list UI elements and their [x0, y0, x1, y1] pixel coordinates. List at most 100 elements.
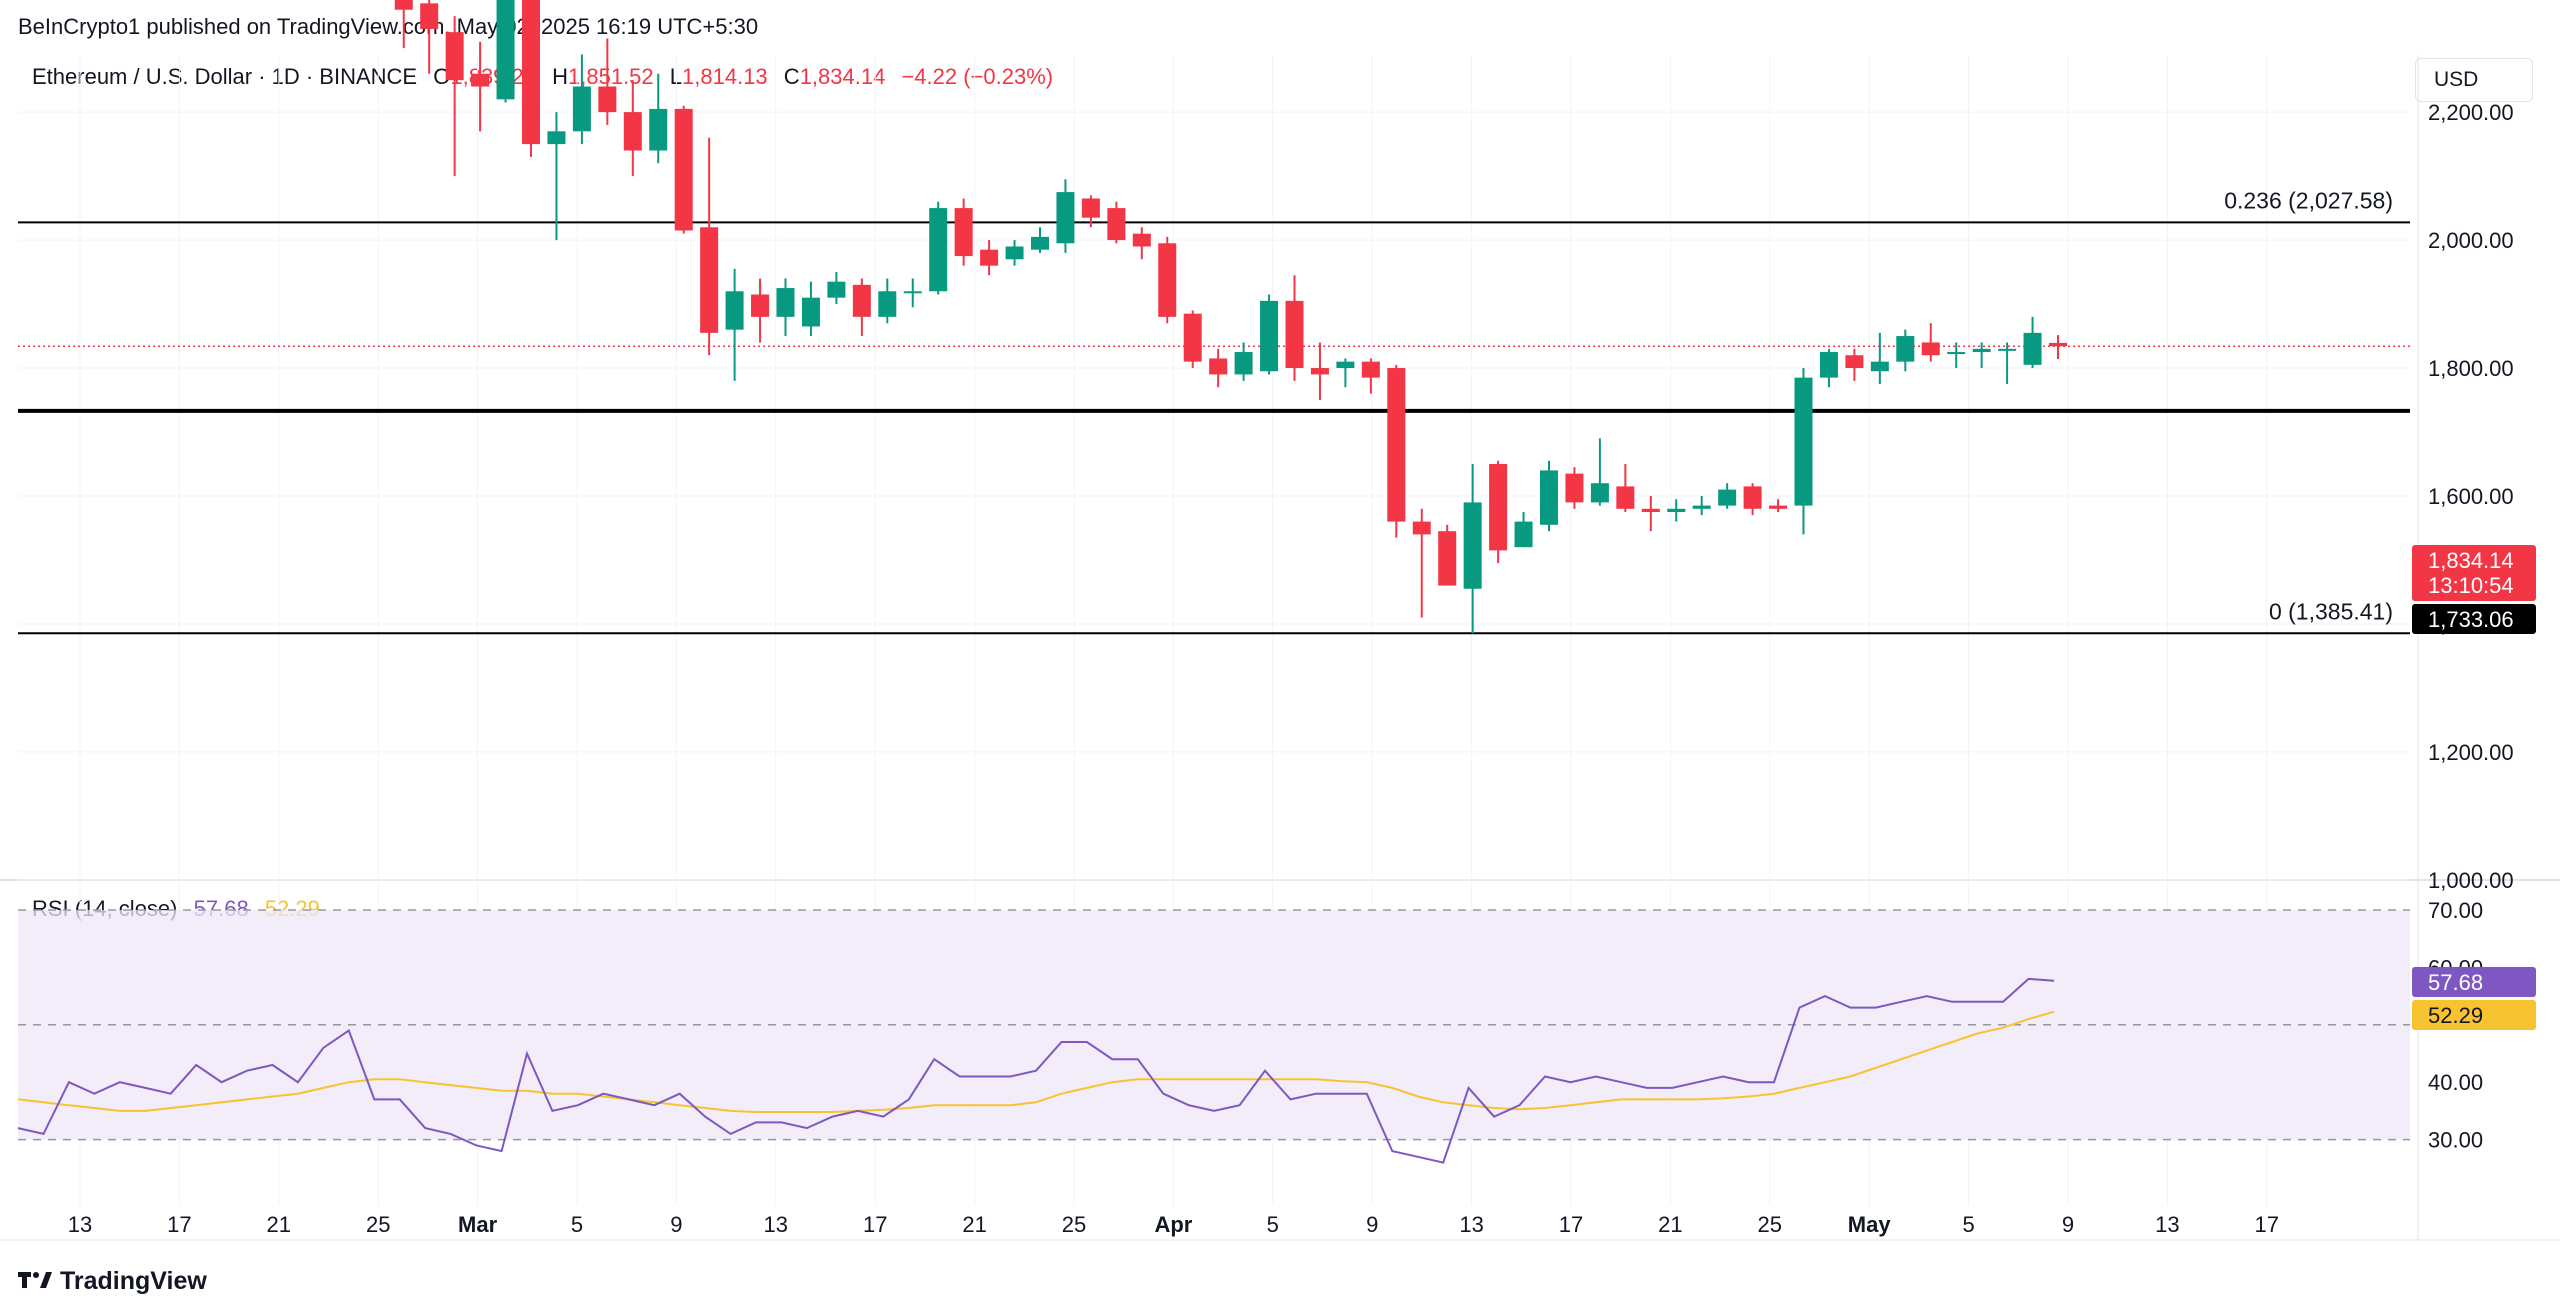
last-price-badge-value: 1,834.14: [2428, 548, 2514, 573]
rsi-value-badge-text: 57.68: [2428, 970, 2483, 995]
price-tick-label: 2,000.00: [2428, 228, 2514, 253]
time-tick-label: 25: [1062, 1212, 1086, 1237]
support-badge: [2412, 604, 2536, 634]
candle-body: [903, 291, 922, 294]
candle-body: [1005, 246, 1024, 260]
time-tick-label: 17: [1559, 1212, 1583, 1237]
candle-body: [1412, 521, 1431, 535]
time-tick-label: 25: [1758, 1212, 1782, 1237]
candle-body: [623, 112, 642, 151]
time-tick-label: 13: [2155, 1212, 2179, 1237]
candle-body: [1489, 464, 1508, 551]
candle-body: [954, 208, 973, 257]
time-tick-label: 25: [366, 1212, 390, 1237]
candle-body: [522, 0, 540, 145]
candle-body: [1998, 348, 2017, 351]
candle-body: [1209, 358, 1228, 375]
candle-body: [1794, 377, 1813, 506]
candle-body: [598, 86, 617, 113]
last-price-badge: [2412, 545, 2536, 601]
candle-body: [547, 131, 566, 145]
time-tick-label: 17: [2255, 1212, 2279, 1237]
rsi-tick-label: 30.00: [2428, 1128, 2483, 1153]
price-change: −4.22 (−0.23%): [901, 64, 1054, 89]
candle-body: [801, 297, 820, 327]
candle-body: [1081, 198, 1100, 218]
candle-body: [1667, 508, 1686, 512]
candle-body: [1616, 486, 1635, 509]
rsi-value-badge: [2412, 967, 2536, 997]
time-tick-label: 5: [1267, 1212, 1279, 1237]
time-tick-label: 9: [2062, 1212, 2074, 1237]
open-value: 1,839.28: [450, 64, 536, 89]
candle-body: [496, 0, 515, 100]
candle-body: [1743, 486, 1762, 509]
time-tick-label: Apr: [1154, 1212, 1192, 1237]
candle-body: [471, 73, 490, 87]
candle-body: [1947, 352, 1966, 355]
candle-body: [1260, 300, 1279, 372]
candle-body: [1972, 348, 1991, 353]
candle-body: [700, 227, 719, 333]
candle-body: [1514, 521, 1533, 548]
time-tick-label: 9: [670, 1212, 682, 1237]
candle-body: [1132, 233, 1151, 247]
publisher-line: BeInCrypto1 published on TradingView.com…: [18, 14, 759, 39]
candle-body: [1183, 313, 1202, 362]
candle-body: [725, 291, 744, 330]
candle-body: [1641, 508, 1660, 512]
candle-body: [1107, 208, 1126, 241]
low-value: 1,814.13: [682, 64, 768, 89]
time-tick-label: 5: [571, 1212, 583, 1237]
time-tick-label: 17: [863, 1212, 887, 1237]
candle-body: [394, 0, 413, 10]
time-tick-label: 21: [962, 1212, 986, 1237]
symbol-name[interactable]: Ethereum / U.S. Dollar · 1D · BINANCE: [32, 64, 418, 89]
time-tick-label: May: [1848, 1212, 1892, 1237]
rsi-tick-label: 70.00: [2428, 898, 2483, 923]
candle-body: [1718, 489, 1737, 506]
close-value: 1,834.14: [799, 64, 886, 89]
candle-body: [445, 32, 464, 81]
candle-body: [1234, 352, 1253, 375]
candle-body: [751, 294, 770, 317]
candle-body: [2049, 342, 2067, 347]
brand-name: TradingView: [60, 1267, 207, 1295]
time-tick-label: 9: [1366, 1212, 1378, 1237]
price-tick-label: 1,800.00: [2428, 356, 2514, 381]
price-tick-label: 1,600.00: [2428, 484, 2514, 509]
candle-body: [1565, 473, 1584, 503]
rsi-ma-badge-text: 52.29: [2428, 1003, 2483, 1028]
candle-body: [572, 86, 591, 132]
time-tick-label: 21: [1658, 1212, 1682, 1237]
rsi-tick-label: 40.00: [2428, 1070, 2483, 1095]
candle-body: [1361, 361, 1380, 378]
candle-body: [1438, 531, 1457, 586]
support-badge-value: 1,733.06: [2428, 607, 2514, 632]
candle-body: [1921, 342, 1940, 356]
candle-body: [1769, 505, 1788, 509]
candle-body: [649, 108, 668, 151]
candle-body: [929, 208, 948, 292]
currency-button[interactable]: USD: [2415, 58, 2533, 102]
candle-body: [1310, 368, 1329, 375]
high-label: H: [552, 64, 569, 89]
candle-body: [674, 108, 693, 231]
time-tick-label: 13: [764, 1212, 788, 1237]
time-tick-label: 21: [267, 1212, 291, 1237]
candle-body: [878, 291, 897, 317]
time-tick-label: 13: [68, 1212, 92, 1237]
candle-body: [1158, 243, 1177, 317]
candle-body: [1870, 361, 1889, 372]
fib-level-label: 0.236 (2,027.58): [2224, 187, 2393, 213]
candle-body: [1336, 361, 1355, 369]
candle-body: [827, 281, 846, 298]
rsi-ma-line: [17, 1010, 2055, 1113]
candle-body: [980, 249, 999, 266]
candle-body: [1285, 300, 1304, 369]
countdown-badge-value: 13:10:54: [2428, 573, 2514, 598]
tradingview-brand[interactable]: TradingView: [18, 1266, 207, 1297]
candle-body: [1056, 192, 1075, 244]
candle-body: [1819, 352, 1838, 378]
